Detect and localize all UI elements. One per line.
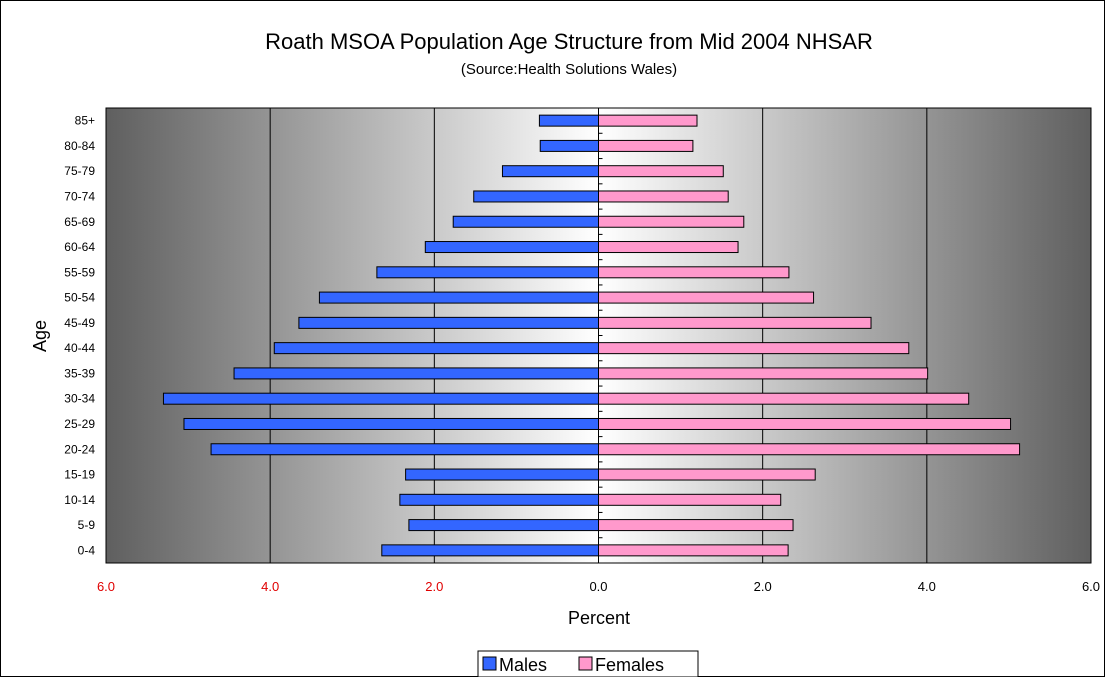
bar-males [399,493,599,506]
y-tick-label: 10-14 [64,493,95,507]
bar-males [233,367,600,380]
y-tick-label: 65-69 [64,215,95,229]
bar-females [598,443,1021,456]
bar-males [408,519,600,532]
y-tick-labels: 85+ 80-84 75-79 70-74 65-69 60-64 55-59 50-54 45… [64,114,95,558]
y-tick-label: 40-44 [64,341,95,355]
legend: Males Females [477,650,699,677]
legend-label-males: Males [499,655,547,675]
y-tick-label: 85+ [75,114,95,128]
bar-males [539,139,599,152]
chart-title: Roath MSOA Population Age Structure from… [265,29,873,54]
bar-females [598,165,724,178]
x-tick-label: 0.0 [589,579,607,594]
legend-swatch-females [578,656,593,671]
bar-males [298,316,599,329]
bar-females [598,316,872,329]
bar-females [598,342,910,355]
x-tick-label: 6.0 [97,579,115,594]
bar-females [598,139,694,152]
gridlines [269,108,928,563]
bar-males [452,215,599,228]
y-tick-label: 15-19 [64,468,95,482]
bars [162,114,1021,557]
x-tick-label: 2.0 [754,579,772,594]
y-tick-label: 20-24 [64,442,95,456]
y-axis-title: Age [30,320,50,352]
bar-females [598,291,815,304]
bar-males [381,544,599,557]
bar-females [598,215,745,228]
y-tick-label: 35-39 [64,366,95,380]
bar-males [424,241,599,254]
x-tick-labels: 6.0 4.0 2.0 0.0 2.0 4.0 6.0 [97,579,1100,594]
bar-females [598,468,816,481]
chart-subtitle: (Source:Health Solutions Wales) [461,61,677,78]
bar-males [473,190,600,203]
x-tick-label: 6.0 [1082,579,1100,594]
bar-males [538,114,600,127]
bar-males [501,165,599,178]
y-tick-label: 30-34 [64,392,95,406]
legend-label-females: Females [595,655,664,675]
y-tick-label: 60-64 [64,240,95,254]
x-tick-label: 4.0 [261,579,279,594]
y-tick-label: 50-54 [64,291,95,305]
bar-females [598,392,970,405]
bar-males [405,468,599,481]
y-tick-label: 25-29 [64,417,95,431]
bar-males [183,417,600,430]
bar-females [598,493,782,506]
bar-females [598,266,790,279]
y-tick-label: 70-74 [64,189,95,203]
bar-males [273,342,599,355]
bar-males [210,443,599,456]
bar-females [598,367,929,380]
legend-swatch-males [482,656,497,671]
y-tick-label: 0-4 [78,543,96,557]
center-axis [598,107,603,564]
y-tick-label: 5-9 [78,518,96,532]
bar-females [598,241,739,254]
bar-females [598,190,729,203]
bar-females [598,417,1012,430]
y-tick-label: 45-49 [64,316,95,330]
bar-males [318,291,599,304]
y-tick-label: 55-59 [64,265,95,279]
x-tick-label: 2.0 [425,579,443,594]
bar-males [162,392,599,405]
x-axis-title: Percent [568,608,630,628]
bar-males [376,266,599,279]
y-tick-label: 75-79 [64,164,95,178]
bar-females [598,544,789,557]
y-tick-label: 80-84 [64,139,95,153]
bar-females [598,114,698,127]
bar-females [598,519,794,532]
x-tick-label: 4.0 [918,579,936,594]
